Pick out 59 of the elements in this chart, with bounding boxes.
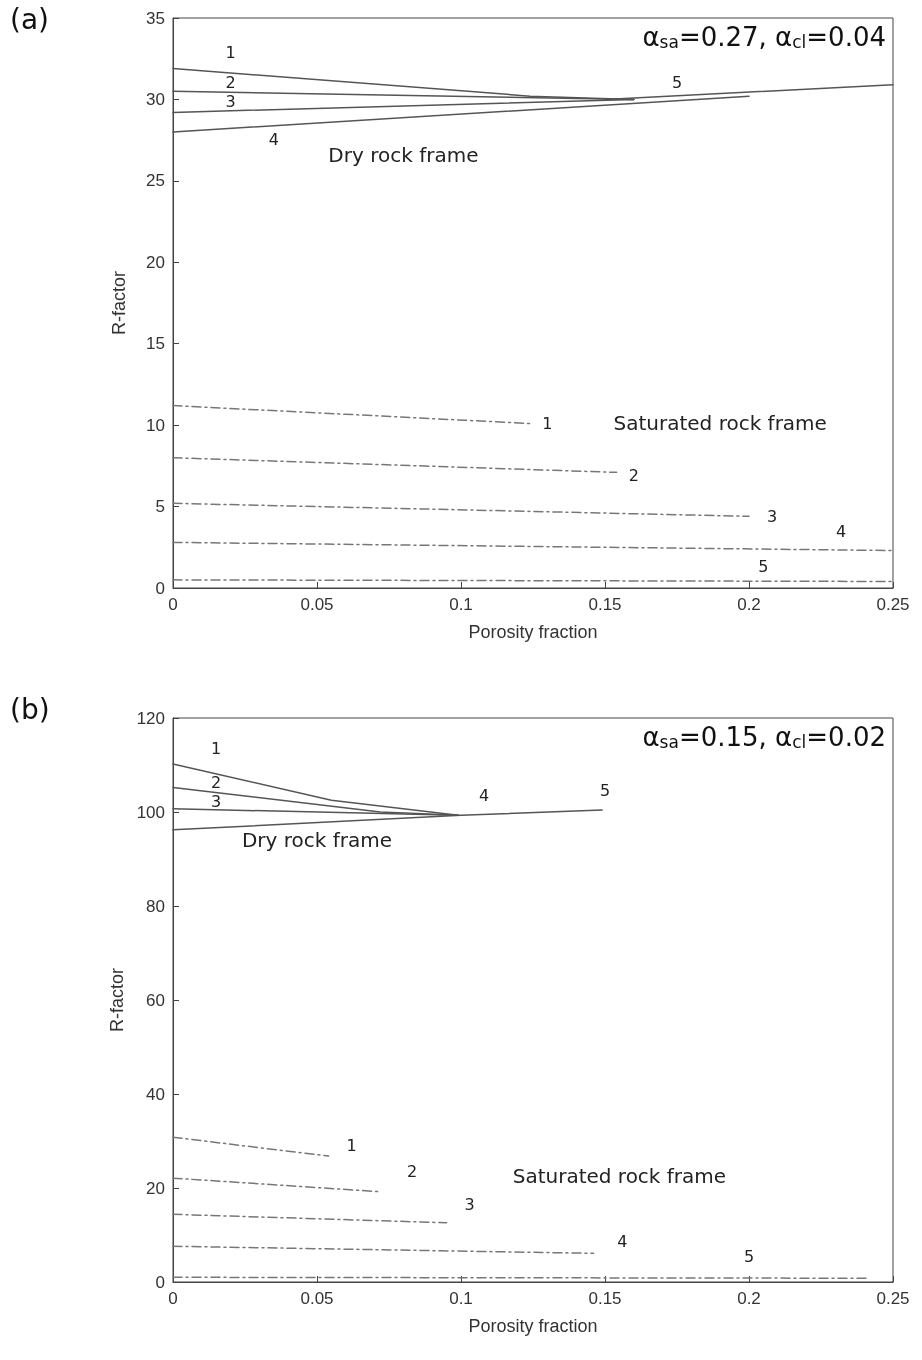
annotation: 2 bbox=[211, 773, 222, 793]
annotation: 4 bbox=[268, 130, 279, 150]
annotation: Dry rock frame bbox=[241, 828, 393, 853]
x-tick-label: 0.2 bbox=[737, 1289, 761, 1308]
annotation: 5 bbox=[599, 781, 611, 801]
y-tick-label: 80 bbox=[146, 896, 165, 916]
y-tick-label: 5 bbox=[155, 497, 165, 517]
y-axis-title: R-factor bbox=[106, 967, 127, 1033]
annotation: 3 bbox=[464, 1194, 475, 1214]
x-tick-label: 0.25 bbox=[876, 595, 910, 614]
x-axis-title: Porosity fraction bbox=[468, 1316, 598, 1336]
annotation: 4 bbox=[617, 1232, 628, 1252]
annotation: Saturated rock frame bbox=[613, 411, 827, 436]
annotation: 5 bbox=[743, 1246, 755, 1266]
annotation: αsa=0.27, αcl=0.04 bbox=[642, 22, 887, 52]
x-tick-label: 0.1 bbox=[449, 1289, 473, 1308]
annotation: 1 bbox=[211, 738, 222, 758]
annotation: 3 bbox=[766, 506, 778, 526]
y-tick-label: 0 bbox=[155, 1272, 165, 1292]
annotation: 4 bbox=[836, 521, 847, 541]
annotation: 1 bbox=[542, 413, 553, 433]
annotation: αsa=0.15, αcl=0.02 bbox=[642, 722, 887, 752]
y-tick-label: 100 bbox=[136, 802, 165, 822]
annotation: 1 bbox=[346, 1136, 357, 1156]
x-tick-label: 0.25 bbox=[876, 1289, 910, 1308]
y-tick-label: 15 bbox=[146, 334, 165, 354]
annotation: 2 bbox=[225, 72, 236, 92]
y-tick-label: 0 bbox=[155, 578, 165, 598]
annotation: 2 bbox=[406, 1161, 418, 1181]
x-axis-title: Porosity fraction bbox=[468, 622, 598, 642]
y-tick-label: 20 bbox=[146, 252, 165, 272]
x-tick-label: 0.05 bbox=[300, 595, 334, 614]
y-tick-label: 25 bbox=[146, 171, 165, 191]
x-tick-label: 0 bbox=[168, 595, 178, 614]
y-tick-label: 40 bbox=[146, 1084, 165, 1104]
annotation: Saturated rock frame bbox=[512, 1164, 727, 1189]
x-tick-label: 0.2 bbox=[737, 595, 761, 614]
y-tick-label: 30 bbox=[146, 89, 165, 109]
annotation: 4 bbox=[478, 786, 490, 806]
x-tick-label: 0.15 bbox=[588, 595, 622, 614]
annotation: 2 bbox=[628, 466, 639, 486]
x-tick-label: 0.15 bbox=[588, 1289, 622, 1308]
x-tick-label: 0.1 bbox=[449, 595, 473, 614]
annotation: 5 bbox=[671, 73, 683, 93]
y-tick-label: 10 bbox=[146, 415, 165, 435]
y-tick-label: 20 bbox=[146, 1178, 165, 1198]
y-tick-label: 120 bbox=[136, 708, 165, 728]
y-tick-label: 60 bbox=[146, 990, 165, 1010]
y-axis-title: R-factor bbox=[109, 270, 129, 336]
y-tick-label: 35 bbox=[146, 8, 165, 28]
x-tick-label: 0 bbox=[168, 1289, 178, 1308]
x-tick-label: 0.05 bbox=[300, 1289, 334, 1308]
chart-title: (b) bbox=[10, 692, 50, 726]
annotation: 5 bbox=[758, 557, 769, 577]
annotation: 3 bbox=[211, 791, 222, 811]
annotation: 1 bbox=[225, 42, 236, 62]
annotation: Dry rock frame bbox=[328, 142, 479, 167]
annotation: 3 bbox=[225, 92, 236, 112]
chart-title: (a) bbox=[10, 2, 50, 36]
